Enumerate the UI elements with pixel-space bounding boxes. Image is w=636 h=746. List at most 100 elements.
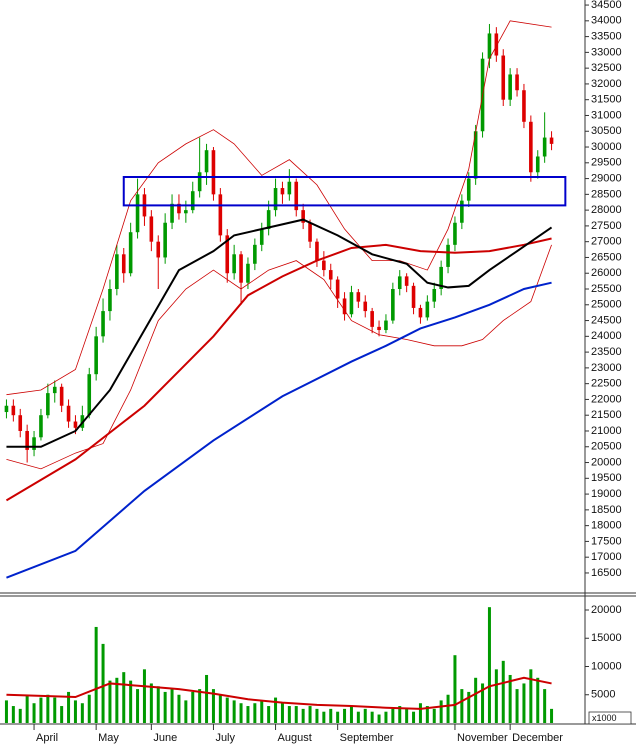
volume-bar — [432, 708, 436, 723]
candle-body — [439, 266, 443, 290]
volume-bar — [239, 703, 243, 723]
candle-body — [363, 301, 368, 312]
volume-bar — [25, 694, 29, 723]
candle-body — [190, 191, 195, 211]
candle-body — [473, 131, 478, 179]
candle-body — [232, 254, 236, 274]
candle-body — [135, 194, 140, 233]
y-tick-label: 26500 — [591, 251, 622, 263]
candle-body — [108, 289, 112, 312]
x-tick-label: April — [36, 732, 58, 744]
volume-bar — [343, 708, 347, 723]
moving-average-line — [5, 237, 552, 502]
volume-bar — [494, 669, 498, 723]
candle-body — [94, 336, 98, 375]
y-tick-label: 19500 — [591, 472, 622, 484]
candle-body — [25, 430, 29, 450]
candle-body — [163, 222, 167, 258]
candle-body — [121, 254, 126, 274]
candle-body — [46, 393, 50, 416]
volume-bar — [370, 711, 374, 723]
candle-body — [328, 270, 333, 280]
candle-body — [460, 200, 464, 223]
volume-bar — [39, 697, 43, 723]
volume-bar — [177, 694, 181, 723]
volume-bar — [398, 706, 402, 723]
y-tick-label: 23000 — [591, 362, 622, 374]
volume-bar — [508, 674, 512, 723]
volume-bar — [260, 700, 264, 723]
candle-body — [522, 90, 526, 122]
candle-body — [128, 232, 133, 274]
candle-body — [425, 301, 430, 318]
x-tick-label: July — [215, 732, 235, 744]
volume-bar — [101, 643, 105, 723]
candle-body — [508, 74, 512, 100]
y-tick-label: 16500 — [591, 567, 622, 579]
volume-bar — [115, 677, 119, 723]
y-tick-label: 29500 — [591, 157, 622, 169]
volume-bar — [60, 706, 64, 723]
x-tick-label: May — [98, 732, 119, 744]
x-tick-label: August — [278, 732, 312, 744]
candle-body — [170, 203, 174, 223]
candle-body — [87, 374, 92, 416]
y-tick-label: 33500 — [591, 31, 622, 43]
x-tick-label: September — [340, 732, 394, 744]
volume-bar — [336, 711, 340, 723]
volume-bar — [211, 689, 215, 723]
moving-average-line — [6, 244, 552, 470]
y-tick-label: 34500 — [591, 0, 622, 11]
y-tick-label: 28000 — [591, 204, 622, 216]
volume-bar — [184, 700, 188, 723]
y-tick-label: 32500 — [591, 62, 622, 74]
y-tick-label: 20500 — [591, 441, 622, 453]
candle-body — [218, 194, 223, 236]
y-tick-label: 21000 — [591, 425, 622, 437]
candle-body — [225, 235, 230, 274]
y-tick-label: 25500 — [591, 283, 622, 295]
volume-bar — [163, 691, 167, 723]
volume-bar — [232, 700, 236, 723]
volume-bar — [384, 711, 388, 723]
candle-body — [280, 188, 285, 195]
y-tick-label: 34000 — [591, 15, 622, 27]
candle-body — [266, 210, 271, 230]
y-tick-label: 27000 — [591, 236, 622, 248]
volume-bar — [18, 708, 22, 723]
volume-bar — [280, 703, 284, 723]
candle-body — [542, 137, 547, 157]
moving-average-line — [6, 281, 552, 579]
candle-body — [11, 405, 16, 416]
candle-body — [115, 254, 119, 290]
volume-bar — [108, 680, 112, 723]
unit-label: x1000 — [592, 713, 617, 723]
volume-bar — [308, 706, 312, 723]
volume-bar — [446, 694, 450, 723]
volume-bar — [129, 680, 133, 723]
candle-body — [322, 260, 326, 271]
volume-bar — [225, 697, 229, 723]
volume-bar — [253, 703, 257, 723]
y-tick-label: 17000 — [591, 551, 622, 563]
y-tick-label: 10000 — [591, 660, 622, 672]
y-tick-label: 5000 — [591, 689, 615, 701]
candle-body — [494, 33, 499, 56]
volume-bar — [205, 674, 209, 723]
volume-bar — [315, 708, 319, 723]
candle-body — [287, 181, 292, 195]
candle-body — [177, 203, 181, 214]
candle-body — [204, 150, 209, 173]
candle-body — [149, 216, 154, 242]
y-tick-label: 24500 — [591, 314, 622, 326]
volume-bar — [522, 683, 526, 723]
volume-bar — [363, 708, 367, 723]
y-tick-label: 27500 — [591, 220, 622, 232]
y-tick-label: 26000 — [591, 267, 622, 279]
candle-body — [315, 241, 319, 261]
candle-body — [397, 276, 402, 290]
y-tick-label: 18000 — [591, 520, 622, 532]
candle-body — [184, 210, 188, 214]
candle-body — [501, 55, 506, 100]
